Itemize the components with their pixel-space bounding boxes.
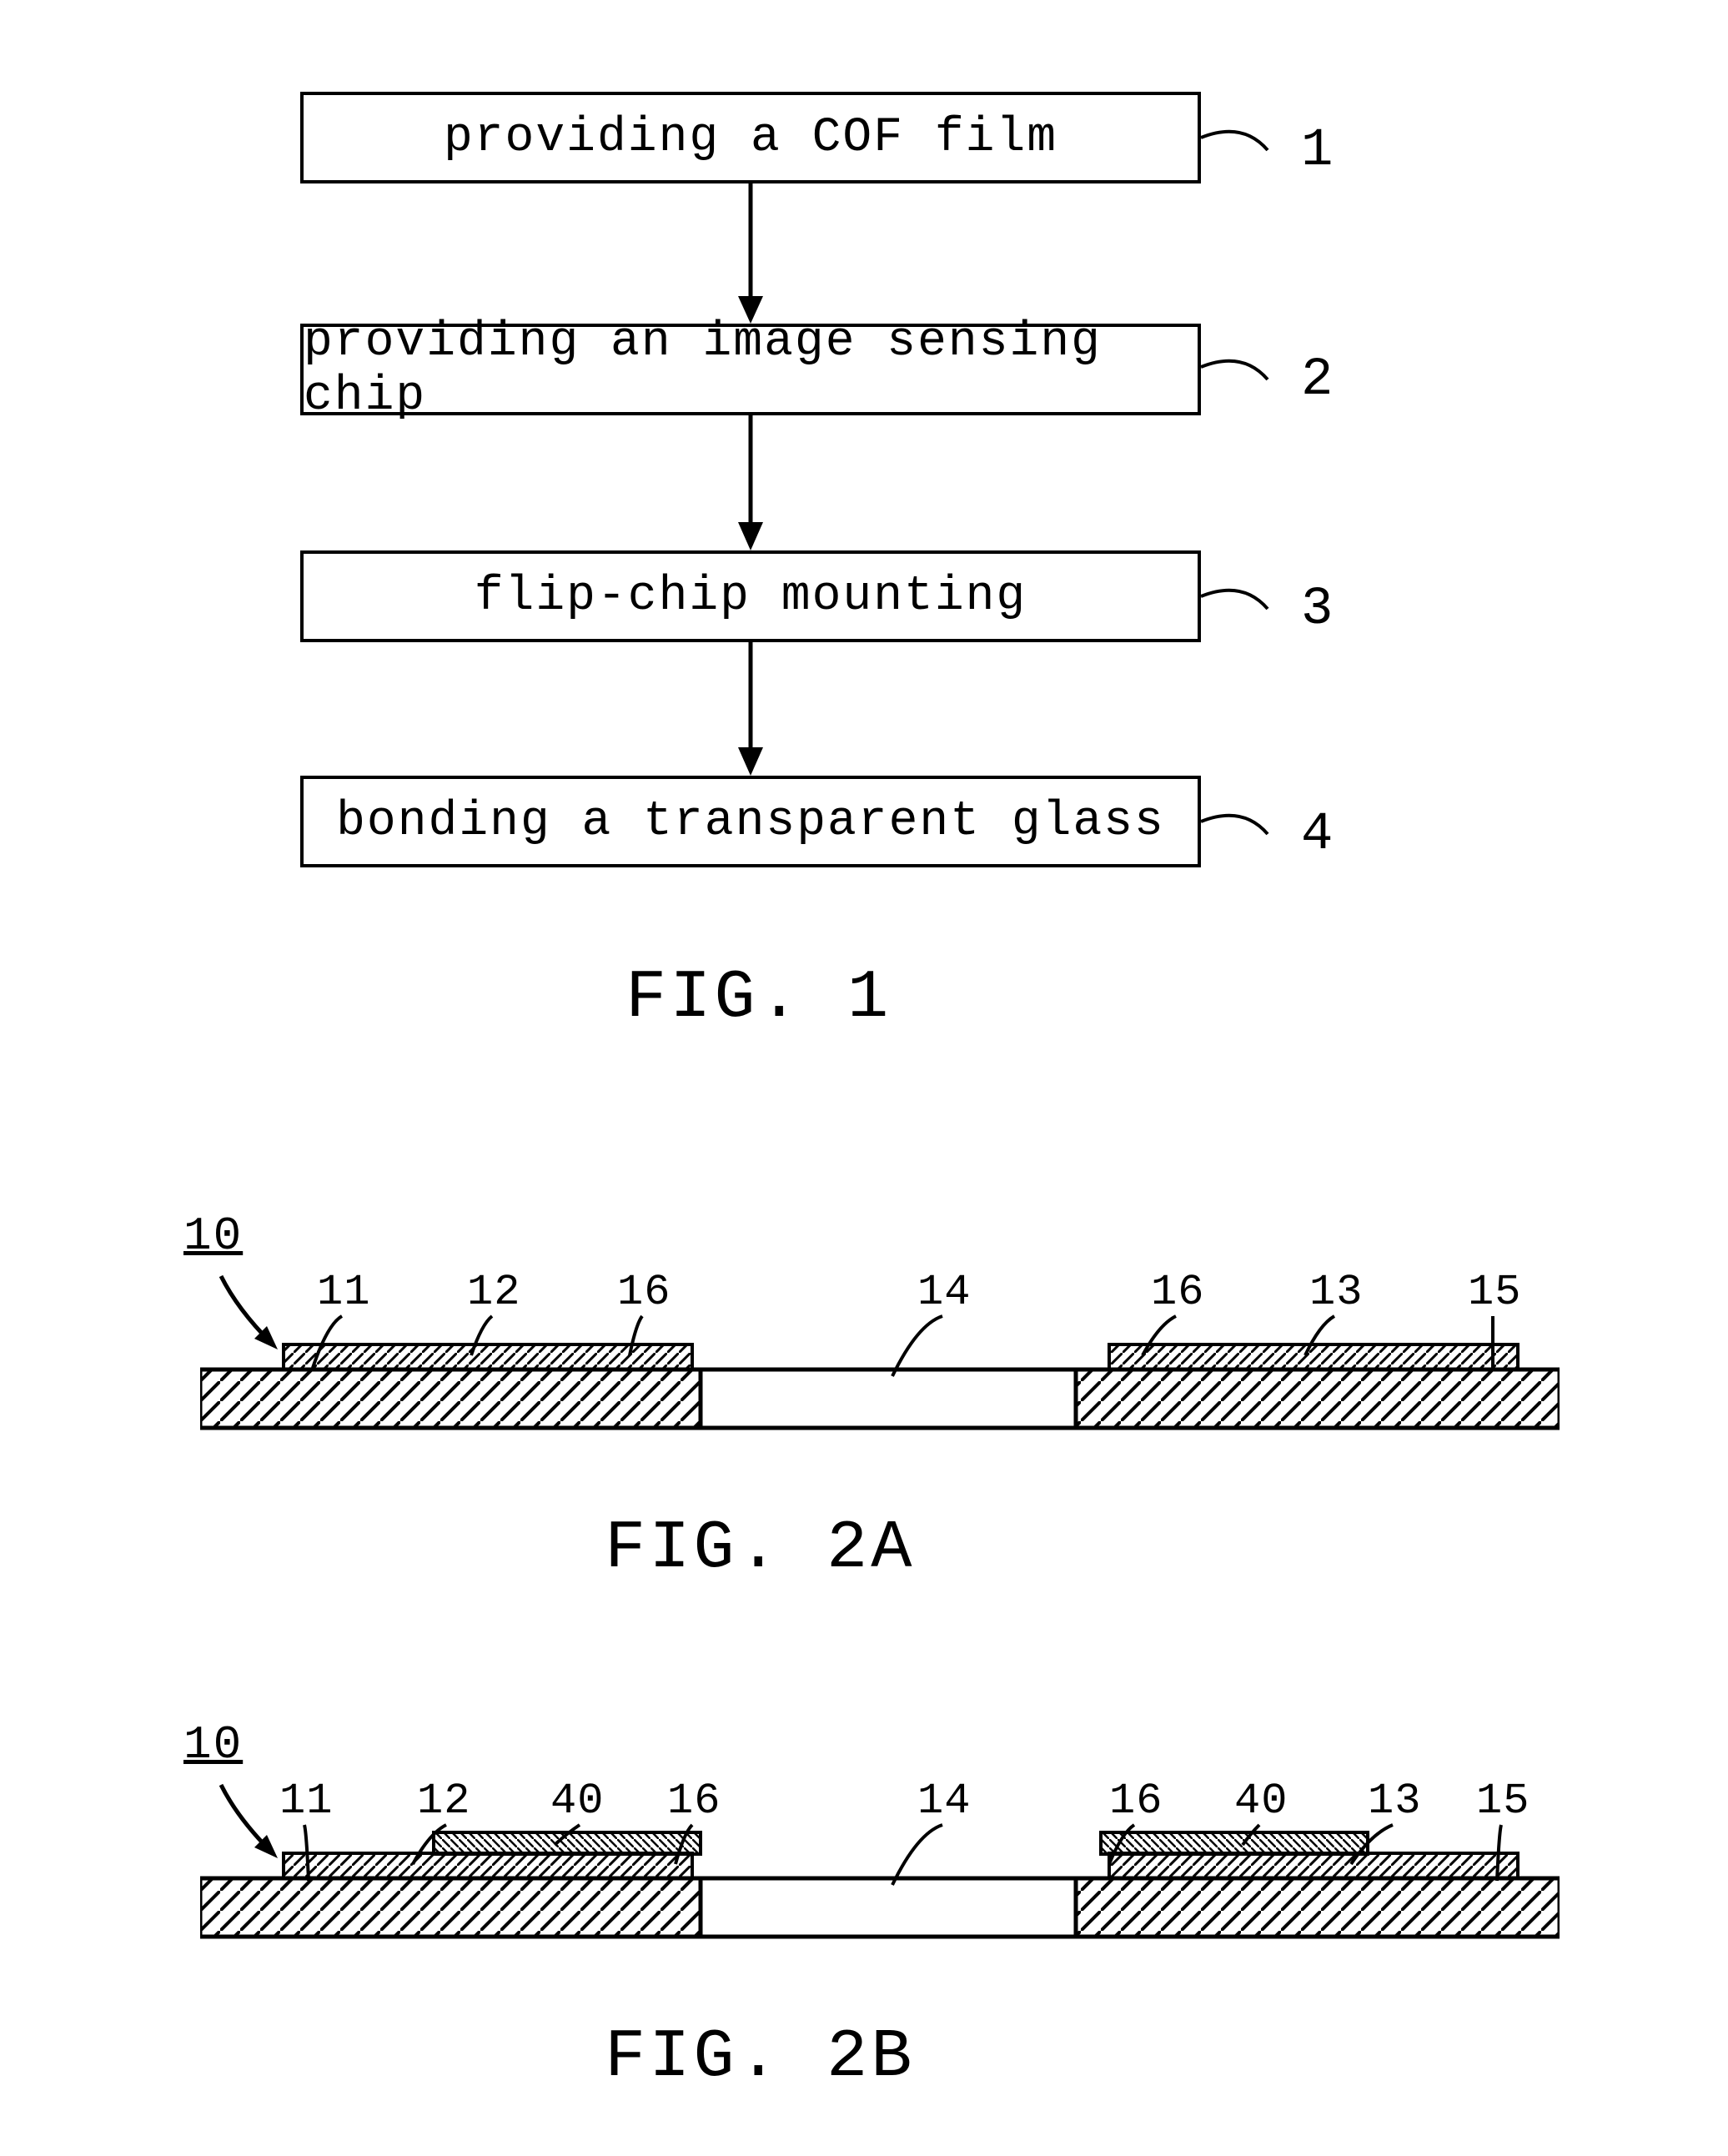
fig2a-label-16-2: 16 (617, 1268, 671, 1317)
fig2a-caption: FIG. 2A (605, 1510, 915, 1587)
flow-num-4: 4 (1301, 805, 1334, 865)
flowchart-fig1: providing a COF film 1 providing an imag… (0, 0, 1728, 92)
fig1-caption: FIG. 1 (625, 959, 892, 1037)
fig2a-label-16-4: 16 (1151, 1268, 1204, 1317)
fig2a-leader-16-4 (1138, 1312, 1188, 1368)
fig2b-label-14-4: 14 (917, 1777, 971, 1826)
fig2b-label-40-6: 40 (1234, 1777, 1288, 1826)
fig2a-leader-16-2 (625, 1312, 655, 1368)
arrow-3 (738, 642, 763, 777)
fig2b-ref: 10 (183, 1718, 243, 1772)
fig2a-label-15-6: 15 (1468, 1268, 1521, 1317)
fig2b-leader-40-6 (1238, 1821, 1272, 1857)
fig2b-leader-16-5 (1105, 1821, 1147, 1877)
fig2b-label-12-1: 12 (417, 1777, 470, 1826)
fig2b-label-11-0: 11 (279, 1777, 333, 1826)
flow-box-4: bonding a transparent glass (300, 776, 1201, 867)
fig2b-leader-11-0 (300, 1821, 321, 1893)
fig2a-label-11-0: 11 (317, 1268, 370, 1317)
leader-3 (1201, 580, 1301, 646)
fig2a-leader-11-0 (309, 1312, 354, 1380)
fig2b-leader-13-7 (1347, 1821, 1405, 1877)
flow-num-1: 1 (1301, 121, 1334, 181)
flow-box-2: providing an image sensing chip (300, 324, 1201, 415)
arrow-2 (738, 415, 763, 553)
fig2a-label-14-3: 14 (917, 1268, 971, 1317)
fig2b-label-16-3: 16 (667, 1777, 721, 1826)
fig2a-leader-12-1 (467, 1312, 505, 1368)
fig2a-leader-13-5 (1301, 1312, 1347, 1368)
leader-1 (1201, 121, 1301, 188)
flow-box-3-label: flip-chip mounting (475, 570, 1027, 624)
fig2b-leader-15-8 (1493, 1821, 1514, 1893)
fig2a-ref: 10 (183, 1209, 243, 1263)
fig2b-leader-40-2 (550, 1821, 592, 1857)
fig2b-caption: FIG. 2B (605, 2018, 915, 2096)
fig2b-leader-16-3 (671, 1821, 705, 1877)
flow-num-2: 2 (1301, 350, 1334, 410)
flow-box-1-label: providing a COF film (444, 111, 1057, 165)
flow-box-1: providing a COF film (300, 92, 1201, 183)
fig2b-leader-14-4 (888, 1821, 955, 1897)
flow-box-2-label: providing an image sensing chip (304, 315, 1198, 424)
fig2a-label-13-5: 13 (1309, 1268, 1363, 1317)
arrow-1 (738, 183, 763, 325)
leader-4 (1201, 805, 1301, 872)
fig2b-label-16-5: 16 (1109, 1777, 1163, 1826)
fig2b-label-40-2: 40 (550, 1777, 604, 1826)
leader-2 (1201, 350, 1301, 417)
flow-box-4-label: bonding a transparent glass (336, 795, 1165, 849)
flow-box-3: flip-chip mounting (300, 550, 1201, 642)
fig2a-leader-14-3 (888, 1312, 955, 1389)
flow-num-3: 3 (1301, 580, 1334, 640)
fig2b-leader-12-1 (409, 1821, 459, 1877)
fig2b-label-13-7: 13 (1368, 1777, 1421, 1826)
fig2b-label-15-8: 15 (1476, 1777, 1530, 1826)
fig2a-leader-15-6 (1489, 1312, 1505, 1380)
fig2a-section (200, 1341, 1560, 1433)
fig2a-label-12-1: 12 (467, 1268, 520, 1317)
